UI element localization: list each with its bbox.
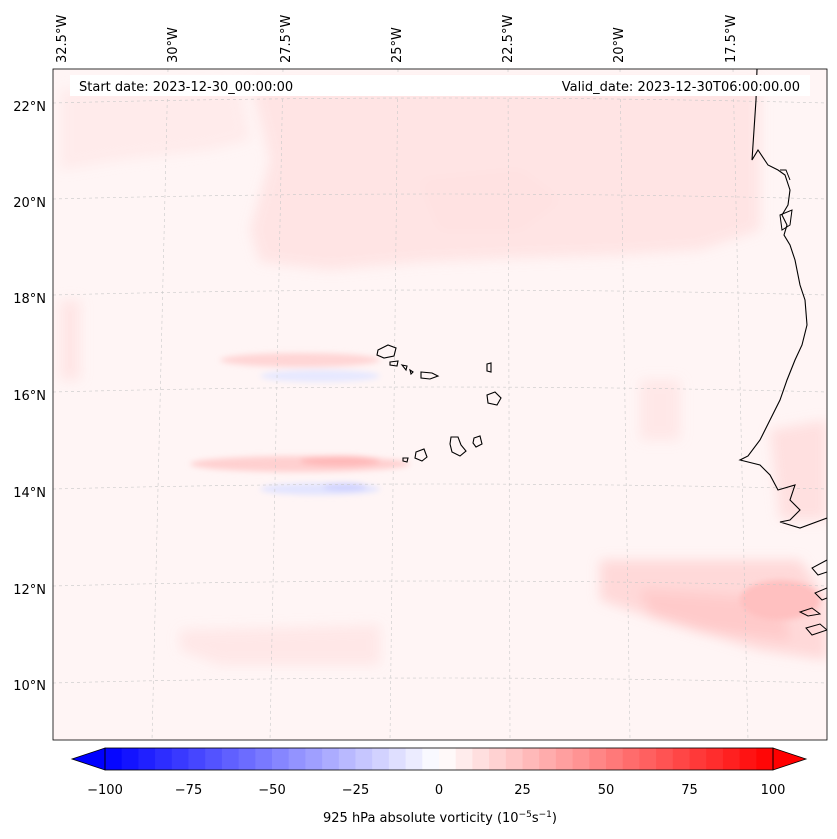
colorbar-cell (105, 748, 123, 770)
colorbar-cell (355, 748, 373, 770)
lon-label-32-5w: 32.5°W (55, 15, 70, 63)
colorbar-cell (238, 748, 256, 770)
start-date-label: Start date: 2023-12-30_00:00:00 (79, 80, 293, 95)
map-border (52, 68, 828, 741)
colorbar-cell (155, 748, 173, 770)
colorbar-ticks: −100 −75 −50 −25 0 25 50 75 100 (87, 783, 785, 798)
lon-label-17-5w: 17.5°W (724, 15, 739, 63)
colorbar-cell (639, 748, 657, 770)
lon-label-27-5w: 27.5°W (279, 15, 294, 63)
colorbar-cell (372, 748, 390, 770)
colorbar-cell (171, 748, 189, 770)
africa-coastline (738, 69, 827, 529)
colorbar-cell (405, 748, 423, 770)
colorbar-cell (388, 748, 407, 770)
colorbar-tick-50: 50 (598, 783, 615, 798)
colorbar-cell (188, 748, 206, 770)
lon-label-30w: 30°W (166, 27, 181, 63)
colorbar-cell (622, 748, 640, 770)
colorbar-cell (221, 748, 240, 770)
lat-label-18n: 18°N (13, 292, 46, 307)
colorbar-tick-neg100: −100 (87, 783, 123, 798)
colorbar-label: 925 hPa absolute vorticity (10−5s−1) (323, 810, 557, 826)
colorbar-cell (472, 748, 490, 770)
colorbar-cell (138, 748, 156, 770)
colorbar-tick-neg75: −75 (175, 783, 202, 798)
colorbar-tick-75: 75 (681, 783, 698, 798)
latitude-labels: 22°N 20°N 18°N 16°N 14°N 12°N 10°N (13, 100, 46, 694)
colorbar-cell (656, 748, 674, 770)
lon-label-25w: 25°W (390, 27, 405, 63)
lon-label-22-5w: 22.5°W (501, 15, 516, 63)
colorbar-cell (689, 748, 707, 770)
lat-label-16n: 16°N (13, 389, 46, 404)
colorbar-cell (121, 748, 139, 770)
colorbar-cell (539, 748, 557, 770)
colorbar-cell (739, 748, 757, 770)
map-panel (53, 69, 827, 740)
colorbar-cell (255, 748, 273, 770)
header-band (70, 75, 810, 96)
colorbar-cell (422, 748, 440, 770)
colorbar-cell (672, 748, 690, 770)
colorbar-cell (756, 748, 774, 770)
lat-label-10n: 10°N (13, 679, 46, 694)
colorbar-cell (305, 748, 323, 770)
valid-date-label: Valid_date: 2023-12-30T06:00:00.00 (562, 80, 800, 95)
colorbar-cell (505, 748, 523, 770)
colorbar-cell (572, 748, 590, 770)
colorbar-cell (489, 748, 507, 770)
colorbar-cell (522, 748, 540, 770)
colorbar-max-extension (772, 747, 808, 771)
lat-label-14n: 14°N (13, 486, 46, 501)
lon-label-20w: 20°W (612, 27, 627, 63)
lat-label-22n: 22°N (13, 100, 46, 115)
colorbar-cell (272, 748, 290, 770)
colorbar: −100 −75 −50 −25 0 25 50 75 100 925 hPa … (70, 747, 808, 826)
colorbar-cells (105, 748, 774, 770)
lat-label-20n: 20°N (13, 196, 46, 211)
graticule (53, 69, 827, 740)
colorbar-cell (205, 748, 223, 770)
colorbar-cell (606, 748, 624, 770)
colorbar-cell (439, 748, 457, 770)
colorbar-cell (288, 748, 306, 770)
colorbar-cell (455, 748, 473, 770)
colorbar-tick-25: 25 (514, 783, 531, 798)
colorbar-cell (555, 748, 574, 770)
colorbar-min-extension (70, 747, 106, 771)
cape-verde-islands (376, 344, 502, 463)
lat-label-12n: 12°N (13, 583, 46, 598)
colorbar-cell (338, 748, 356, 770)
guinea-coastline (779, 169, 827, 636)
colorbar-outline (104, 747, 774, 771)
colorbar-cell (589, 748, 607, 770)
colorbar-cell (722, 748, 741, 770)
colorbar-tick-0: 0 (435, 783, 443, 798)
longitude-labels: 32.5°W 30°W 27.5°W 25°W 22.5°W 20°W 17.5… (55, 15, 739, 63)
colorbar-cell (706, 748, 724, 770)
colorbar-cell (322, 748, 340, 770)
colorbar-tick-neg25: −25 (342, 783, 369, 798)
colorbar-tick-100: 100 (761, 783, 786, 798)
colorbar-tick-neg50: −50 (258, 783, 285, 798)
vorticity-field (60, 80, 827, 665)
